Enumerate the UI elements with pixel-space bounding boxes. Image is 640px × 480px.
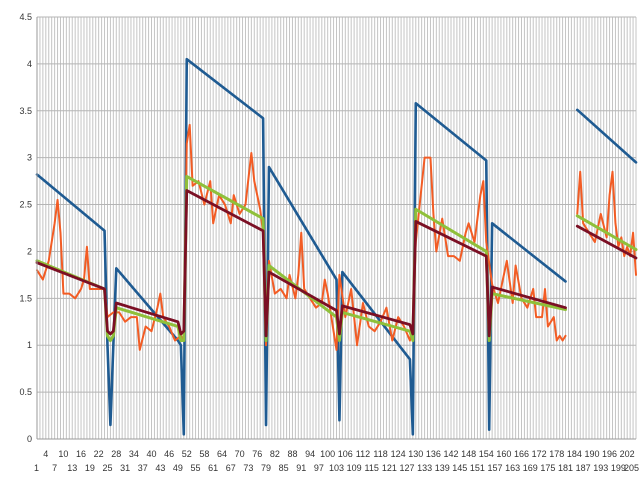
x-tick-label: 97 [314,463,324,473]
x-tick-label: 37 [138,463,148,473]
x-tick-label: 91 [296,463,306,473]
x-tick-label: 202 [620,449,635,459]
x-tick-label: 73 [243,463,253,473]
x-tick-label: 7 [52,463,57,473]
x-tick-label: 163 [505,463,520,473]
series-line-3 [35,174,638,343]
x-tick-label: 46 [164,449,174,459]
x-tick-label: 181 [558,463,573,473]
x-tick-label: 82 [270,449,280,459]
y-tick-label: 2.5 [19,200,32,210]
x-tick-label: 94 [305,449,315,459]
x-tick-label: 136 [426,449,441,459]
x-tick-label: 19 [85,463,95,473]
x-tick-label: 133 [417,463,432,473]
x-tick-label: 16 [76,449,86,459]
x-tick-label: 49 [173,463,183,473]
x-tick-label: 22 [94,449,104,459]
x-tick-label: 67 [226,463,236,473]
grid-lines [36,16,637,440]
x-tick-label: 205 [624,463,639,473]
x-tick-label: 190 [584,449,599,459]
x-tick-label: 76 [252,449,262,459]
x-tick-label: 43 [155,463,165,473]
x-tick-label: 118 [373,449,387,459]
y-tick-label: 4 [27,59,32,69]
x-tick-label: 40 [147,449,157,459]
x-tick-label: 106 [338,449,353,459]
x-tick-label: 31 [120,463,130,473]
y-tick-label: 3.5 [19,106,32,116]
y-tick-label: 2 [27,246,32,256]
x-tick-label: 154 [479,449,494,459]
x-tick-label: 55 [191,463,201,473]
x-tick-label: 100 [320,449,335,459]
x-tick-label: 151 [470,463,485,473]
x-tick-label: 109 [347,463,362,473]
x-tick-label: 79 [261,463,271,473]
x-tick-label: 58 [199,449,209,459]
y-tick-label: 1 [27,340,32,350]
x-tick-label: 52 [182,449,192,459]
x-tick-label: 142 [443,449,458,459]
axes: 0 0.5 1 1.5 2 2.5 3 3.5 4 4.5 4 10 16 22 28 34 40 46 52 58 6… [19,12,639,473]
x-tick-label: 139 [435,463,450,473]
x-tick-label: 172 [532,449,547,459]
x-tick-label: 85 [279,463,289,473]
x-tick-label: 4 [43,449,48,459]
series-line-2 [36,123,637,351]
x-tick-label: 130 [408,449,423,459]
x-tick-label: 148 [461,449,476,459]
x-tick-label: 145 [452,463,467,473]
x-tick-label: 121 [382,463,397,473]
x-tick-label: 196 [602,449,617,459]
x-tick-label: 10 [58,449,68,459]
x-tick-label: 13 [67,463,77,473]
x-tick-label: 175 [540,463,555,473]
series-lines [35,57,638,436]
x-tick-label: 115 [365,463,379,473]
x-tick-label: 25 [102,463,112,473]
x-tick-label: 178 [549,449,564,459]
y-tick-label: 1.5 [19,293,32,303]
x-tick-label: 169 [523,463,538,473]
x-tick-label: 1 [34,463,39,473]
series-line-4 [35,189,638,338]
x-tick-label: 61 [208,463,218,473]
x-tick-label: 70 [235,449,245,459]
series-line-1 [35,57,638,436]
y-tick-label: 4.5 [19,12,32,22]
x-tick-label: 112 [356,449,370,459]
y-tick-label: 3 [27,153,32,163]
y-tick-label: 0.5 [19,387,32,397]
x-tick-label: 34 [129,449,139,459]
x-tick-label: 64 [217,449,227,459]
x-tick-label: 127 [399,463,414,473]
x-tick-label: 166 [514,449,529,459]
x-tick-label: 193 [593,463,608,473]
x-tick-label: 28 [111,449,121,459]
x-tick-label: 157 [488,463,503,473]
x-tick-label: 103 [329,463,344,473]
x-tick-label: 184 [567,449,582,459]
x-tick-label: 187 [576,463,591,473]
x-tick-label: 199 [611,463,626,473]
y-tick-label: 0 [27,434,32,444]
x-tick-label: 124 [391,449,406,459]
x-tick-label: 160 [496,449,511,459]
x-tick-label: 88 [287,449,297,459]
